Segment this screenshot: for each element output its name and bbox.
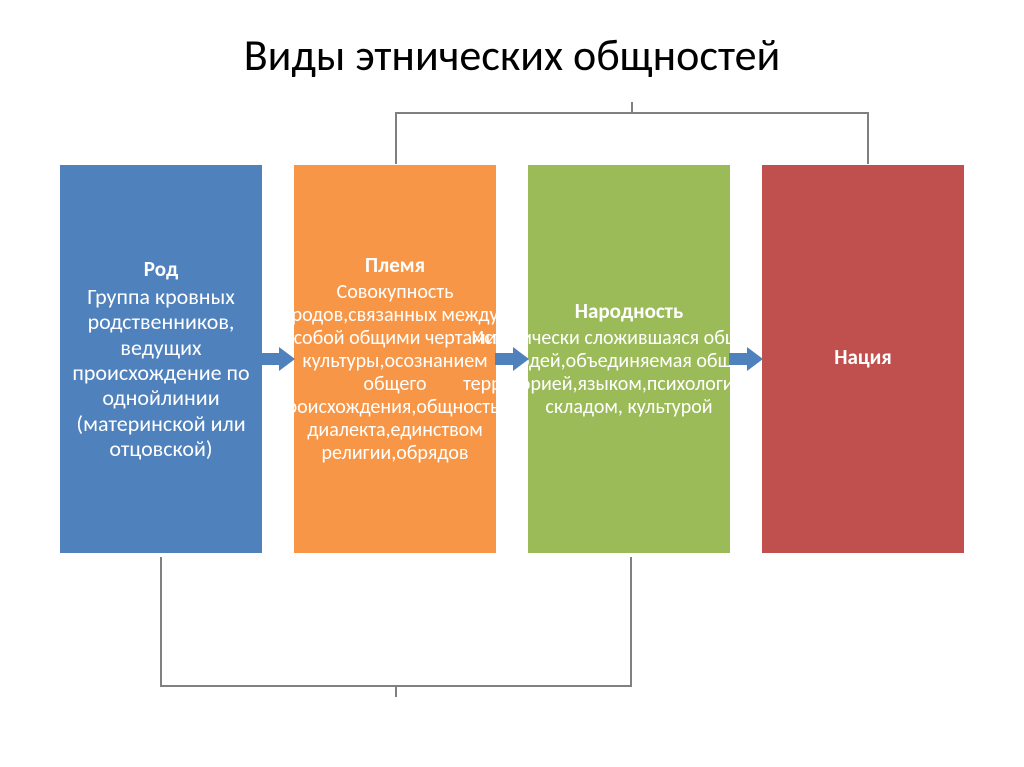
box-wrapper-natsiya: Нация (761, 164, 965, 554)
bot-conn-v1 (160, 557, 162, 687)
box-title-natsiya: Нация (834, 345, 892, 370)
arrow-1 (261, 347, 295, 371)
bot-conn-v2 (630, 557, 632, 687)
diagram-container: Род Группа кровных родственников, ведущи… (0, 102, 1024, 722)
box-desc-narodnost: Исторически сложившаяся общность людей,о… (463, 327, 795, 419)
box-title-narodnost: Народность (575, 299, 684, 324)
box-title-rod: Род (144, 257, 179, 282)
top-conn-center (631, 102, 633, 112)
top-conn-v2 (867, 112, 869, 164)
top-conn-v1 (395, 112, 397, 164)
box-title-plemya: Племя (365, 253, 425, 278)
bot-conn-center (395, 687, 397, 697)
top-conn-h (395, 112, 867, 114)
arrow-2 (495, 347, 529, 371)
box-rod: Род Группа кровных родственников, ведущи… (59, 164, 263, 554)
box-natsiya: Нация (761, 164, 965, 554)
arrow-3 (729, 347, 763, 371)
box-wrapper-narodnost: Народность Исторически сложившаяся общно… (527, 164, 731, 554)
boxes-row: Род Группа кровных родственников, ведущи… (0, 164, 1024, 554)
page-title: Виды этнических общностей (0, 0, 1024, 102)
box-desc-rod: Группа кровных родственников, ведущих пр… (68, 284, 254, 461)
box-narodnost: Народность Исторически сложившаяся общно… (527, 164, 731, 554)
box-wrapper-rod: Род Группа кровных родственников, ведущи… (59, 164, 263, 554)
